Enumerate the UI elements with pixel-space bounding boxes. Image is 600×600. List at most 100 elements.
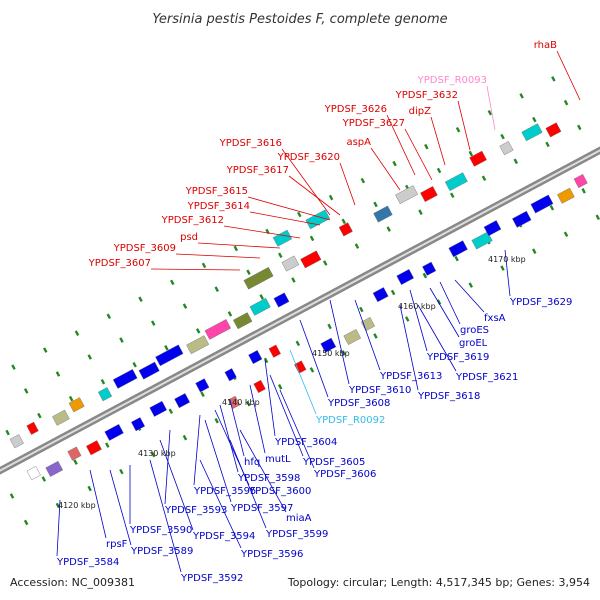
gene-label[interactable]: YPDSF_3621 xyxy=(455,372,518,383)
gene-feature xyxy=(155,344,184,367)
label-leader xyxy=(556,50,581,101)
gene-label[interactable]: mutL xyxy=(265,454,291,465)
label-leader xyxy=(289,349,317,415)
label-leader xyxy=(175,253,261,259)
gene-label[interactable]: YPDSF_3612 xyxy=(161,215,224,226)
kbp-tick-labels: 4120 kbp 4130 kbp 4140 kbp 4150 kbp 4160 kbp… xyxy=(58,255,526,510)
gene-label[interactable]: YPDSF_3626 xyxy=(324,104,387,115)
track-dot xyxy=(549,204,555,211)
track-dot xyxy=(291,277,296,283)
gene-label[interactable]: YPDSF_3610 xyxy=(348,385,411,396)
gene-label[interactable]: YPDSF_3600 xyxy=(248,486,311,497)
label-leader xyxy=(229,399,245,457)
gene-label[interactable]: YPDSF_3629 xyxy=(509,297,572,308)
label-leader xyxy=(439,281,461,325)
track-dot xyxy=(87,354,92,360)
track-dot xyxy=(23,388,29,394)
gene-label[interactable]: hfq xyxy=(244,457,260,468)
gene-label[interactable]: YPDSF_3593 xyxy=(164,505,227,516)
gene-label[interactable]: rpsF xyxy=(106,539,128,550)
track-dot xyxy=(468,282,473,288)
gene-label[interactable]: YPDSF_3614 xyxy=(187,201,250,212)
gene-label[interactable]: YPDSF_3627 xyxy=(342,118,405,129)
gene-label[interactable]: YPDSF_3606 xyxy=(313,469,376,480)
track-dot xyxy=(214,417,219,424)
gene-label[interactable]: dipZ xyxy=(409,106,431,117)
gene-label[interactable]: YPDSF_3597 xyxy=(230,503,293,514)
track-dot xyxy=(132,361,137,368)
label-leader xyxy=(219,404,239,473)
gene-label[interactable]: YPDSF_3595 xyxy=(193,486,256,497)
gene-label[interactable]: YPDSF_3590 xyxy=(129,525,192,536)
track-dot xyxy=(581,188,586,194)
track-dot xyxy=(106,313,111,320)
track-dot xyxy=(55,502,61,509)
gene-label[interactable]: YPDSF_3618 xyxy=(417,391,480,402)
track-dot xyxy=(182,434,188,441)
gene-label[interactable]: YPDSF_3589 xyxy=(130,546,193,557)
gene-label[interactable]: YPDSF_3632 xyxy=(395,90,458,101)
gene-label[interactable]: YPDSF_3609 xyxy=(113,243,176,254)
gene-label[interactable]: groEL xyxy=(459,338,488,349)
track-dot xyxy=(390,289,396,296)
gene-label[interactable]: YPDSF_R0093 xyxy=(417,75,487,86)
gene-label[interactable]: YPDSF_3620 xyxy=(277,152,340,163)
gene-label[interactable]: YPDSF_3599 xyxy=(265,529,328,540)
gene-feature xyxy=(444,172,468,192)
gene-label[interactable]: psd xyxy=(180,232,198,243)
track-dot xyxy=(23,519,29,526)
track-dot xyxy=(392,160,397,167)
gene-feature xyxy=(373,205,393,223)
label-leader xyxy=(504,249,511,297)
gene-features xyxy=(9,122,588,481)
gene-label[interactable]: YPDSF_3617 xyxy=(226,165,289,176)
track-dot xyxy=(278,252,283,259)
gene-label[interactable]: YPDSF_3584 xyxy=(56,557,119,568)
gene-label[interactable]: rhaB xyxy=(534,40,557,51)
gene-label[interactable]: YPDSF_3598 xyxy=(237,473,300,484)
track-dot xyxy=(233,245,239,252)
gene-labels: rhaB YPDSF_R0093 YPDSF_3632 dipZ YPDSF_3626 Y… xyxy=(56,40,572,584)
gene-label[interactable]: YPDSF_3615 xyxy=(185,186,248,197)
gene-label[interactable]: YPDSF_3613 xyxy=(379,371,442,382)
track-dot xyxy=(195,328,201,334)
gene-label[interactable]: YPDSF_3604 xyxy=(274,437,337,448)
gene-label[interactable]: YPDSF_3596 xyxy=(240,549,303,560)
gene-feature xyxy=(248,350,263,365)
label-leader xyxy=(386,114,416,176)
label-leader xyxy=(249,211,321,226)
track-dot xyxy=(354,243,360,249)
track-dot xyxy=(41,476,47,482)
gene-label[interactable]: YPDSF_3592 xyxy=(180,573,243,584)
track-dot xyxy=(545,141,550,148)
label-leader xyxy=(404,128,433,181)
gene-label[interactable]: aspA xyxy=(346,137,371,148)
gene-feature xyxy=(422,261,437,276)
gene-feature xyxy=(232,312,253,330)
gene-label[interactable]: YPDSF_3605 xyxy=(302,457,365,468)
track-dot xyxy=(168,408,174,414)
gene-label[interactable]: fxsA xyxy=(484,313,506,324)
gene-feature xyxy=(86,440,102,456)
gene-feature xyxy=(131,417,146,432)
gene-label[interactable]: YPDSF_3619 xyxy=(426,352,489,363)
gene-feature xyxy=(448,240,468,258)
label-leader xyxy=(354,299,381,371)
gene-feature xyxy=(26,466,41,481)
track-dot xyxy=(404,316,410,322)
track-dot xyxy=(327,323,332,330)
gene-label[interactable]: groES xyxy=(460,325,489,336)
gene-label[interactable]: YPDSF_R0092 xyxy=(315,415,385,426)
track-dot xyxy=(5,429,10,436)
gene-label[interactable]: YPDSF_3608 xyxy=(327,398,390,409)
gene-label[interactable]: YPDSF_3594 xyxy=(192,531,255,542)
gene-label[interactable]: miaA xyxy=(286,513,312,524)
gene-label[interactable]: YPDSF_3616 xyxy=(219,138,282,149)
gene-feature xyxy=(104,423,124,441)
gene-label[interactable]: YPDSF_3607 xyxy=(88,258,151,269)
label-leader xyxy=(249,384,266,454)
gene-feature xyxy=(281,255,300,272)
track-dot xyxy=(341,218,347,225)
label-leader xyxy=(281,148,331,216)
track-dot xyxy=(214,286,219,292)
